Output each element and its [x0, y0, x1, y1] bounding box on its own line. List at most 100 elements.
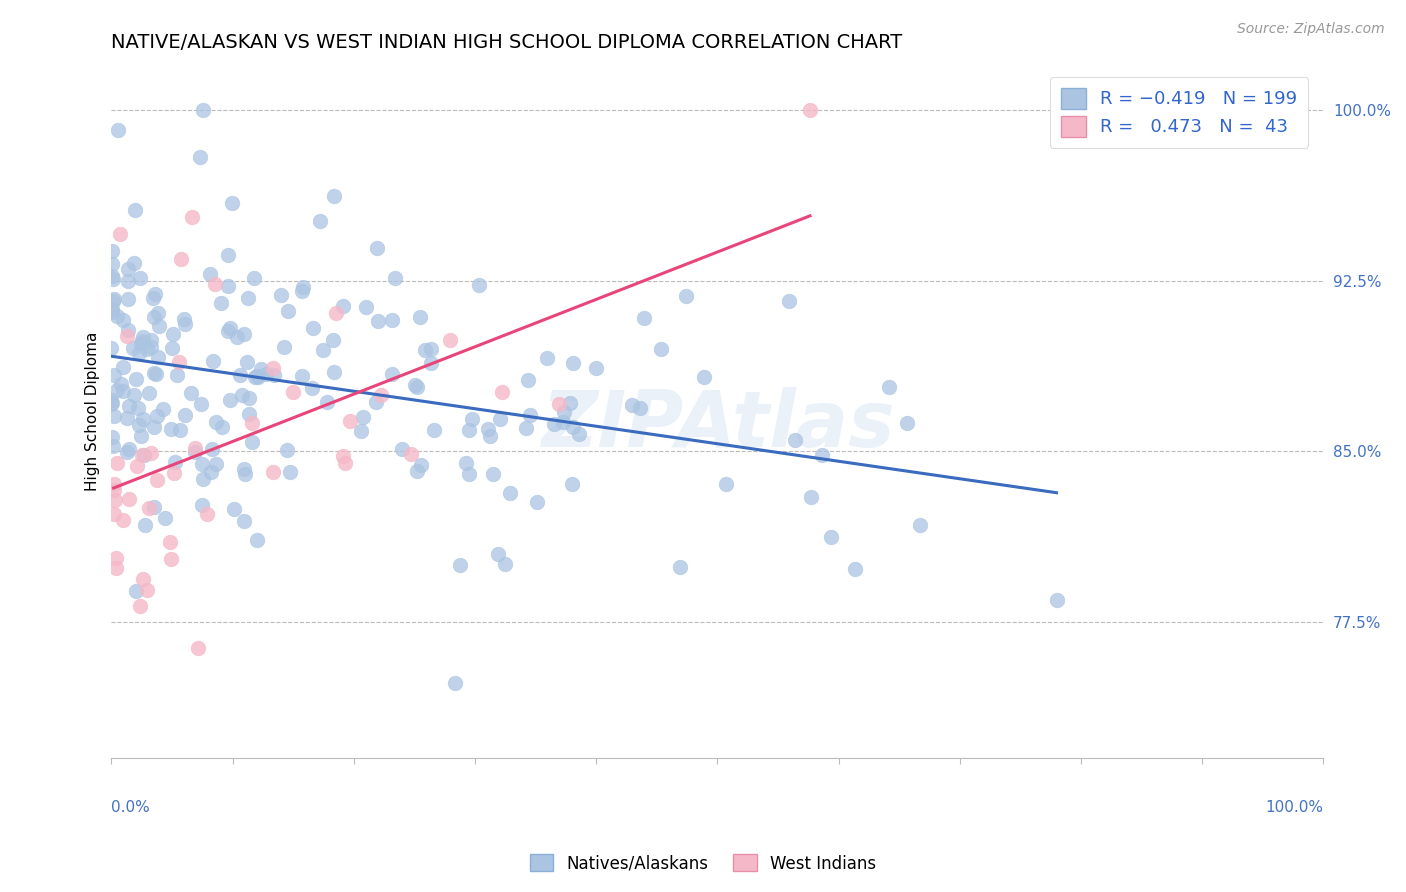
- Point: [118, 399, 141, 413]
- Point: [482, 467, 505, 482]
- Point: [675, 289, 697, 303]
- Point: [233, 326, 256, 341]
- Point: [366, 241, 388, 255]
- Point: [100, 397, 122, 411]
- Point: [381, 367, 404, 381]
- Point: [246, 533, 269, 548]
- Point: [174, 317, 197, 331]
- Point: [367, 314, 389, 328]
- Point: [167, 355, 190, 369]
- Text: NATIVE/ALASKAN VS WEST INDIAN HIGH SCHOOL DIPLOMA CORRELATION CHART: NATIVE/ALASKAN VS WEST INDIAN HIGH SCHOO…: [111, 33, 903, 52]
- Point: [193, 103, 215, 117]
- Point: [238, 407, 260, 421]
- Point: [247, 369, 270, 384]
- Point: [142, 500, 165, 515]
- Point: [159, 535, 181, 549]
- Point: [553, 404, 575, 418]
- Point: [457, 467, 479, 482]
- Point: [101, 301, 124, 316]
- Point: [650, 343, 672, 357]
- Point: [204, 415, 226, 429]
- Point: [561, 477, 583, 491]
- Point: [276, 443, 298, 458]
- Legend: Natives/Alaskans, West Indians: Natives/Alaskans, West Indians: [523, 847, 883, 880]
- Point: [283, 384, 305, 399]
- Point: [226, 330, 249, 344]
- Point: [129, 335, 152, 350]
- Point: [420, 342, 443, 356]
- Point: [104, 492, 127, 507]
- Point: [235, 354, 257, 368]
- Point: [423, 423, 446, 437]
- Point: [143, 366, 166, 380]
- Point: [169, 423, 191, 437]
- Point: [118, 442, 141, 456]
- Point: [315, 394, 337, 409]
- Point: [100, 341, 122, 355]
- Point: [184, 445, 207, 459]
- Point: [494, 557, 516, 571]
- Point: [173, 409, 195, 423]
- Point: [204, 277, 226, 292]
- Point: [278, 465, 301, 479]
- Point: [419, 356, 441, 370]
- Point: [125, 372, 148, 386]
- Point: [153, 511, 176, 525]
- Point: [127, 401, 149, 415]
- Point: [404, 377, 426, 392]
- Point: [692, 370, 714, 384]
- Point: [384, 271, 406, 285]
- Point: [536, 351, 558, 366]
- Point: [411, 458, 433, 473]
- Point: [211, 419, 233, 434]
- Point: [105, 561, 128, 575]
- Point: [163, 467, 186, 481]
- Point: [124, 203, 146, 218]
- Point: [173, 312, 195, 326]
- Point: [352, 410, 374, 425]
- Point: [191, 472, 214, 486]
- Point: [138, 386, 160, 401]
- Point: [785, 433, 807, 447]
- Point: [103, 508, 125, 522]
- Point: [136, 342, 159, 356]
- Point: [568, 427, 591, 442]
- Point: [322, 189, 344, 203]
- Point: [115, 411, 138, 425]
- Point: [191, 498, 214, 512]
- Text: Source: ZipAtlas.com: Source: ZipAtlas.com: [1237, 22, 1385, 37]
- Point: [240, 417, 263, 431]
- Point: [111, 360, 134, 375]
- Point: [198, 268, 221, 282]
- Point: [145, 473, 167, 487]
- Point: [217, 324, 239, 338]
- Point: [561, 356, 583, 370]
- Point: [489, 412, 512, 426]
- Point: [112, 384, 135, 399]
- Point: [332, 299, 354, 313]
- Point: [312, 343, 335, 357]
- Point: [243, 271, 266, 285]
- Point: [100, 396, 122, 410]
- Point: [209, 296, 232, 310]
- Point: [105, 383, 128, 397]
- Point: [131, 334, 153, 348]
- Point: [250, 362, 273, 376]
- Point: [273, 340, 295, 354]
- Point: [100, 305, 122, 319]
- Point: [799, 103, 821, 117]
- Point: [301, 381, 323, 395]
- Point: [238, 292, 260, 306]
- Point: [105, 550, 128, 565]
- Point: [844, 562, 866, 576]
- Point: [896, 416, 918, 430]
- Point: [141, 333, 163, 347]
- Point: [184, 442, 207, 456]
- Point: [103, 477, 125, 491]
- Point: [290, 285, 312, 299]
- Point: [910, 517, 932, 532]
- Point: [117, 292, 139, 306]
- Point: [877, 380, 900, 394]
- Point: [224, 502, 246, 516]
- Point: [122, 256, 145, 270]
